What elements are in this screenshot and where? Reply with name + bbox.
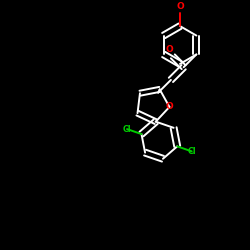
Text: Cl: Cl <box>187 147 196 156</box>
Text: O: O <box>176 2 184 11</box>
Text: Cl: Cl <box>123 124 131 134</box>
Text: O: O <box>166 45 174 54</box>
Text: O: O <box>166 102 173 112</box>
